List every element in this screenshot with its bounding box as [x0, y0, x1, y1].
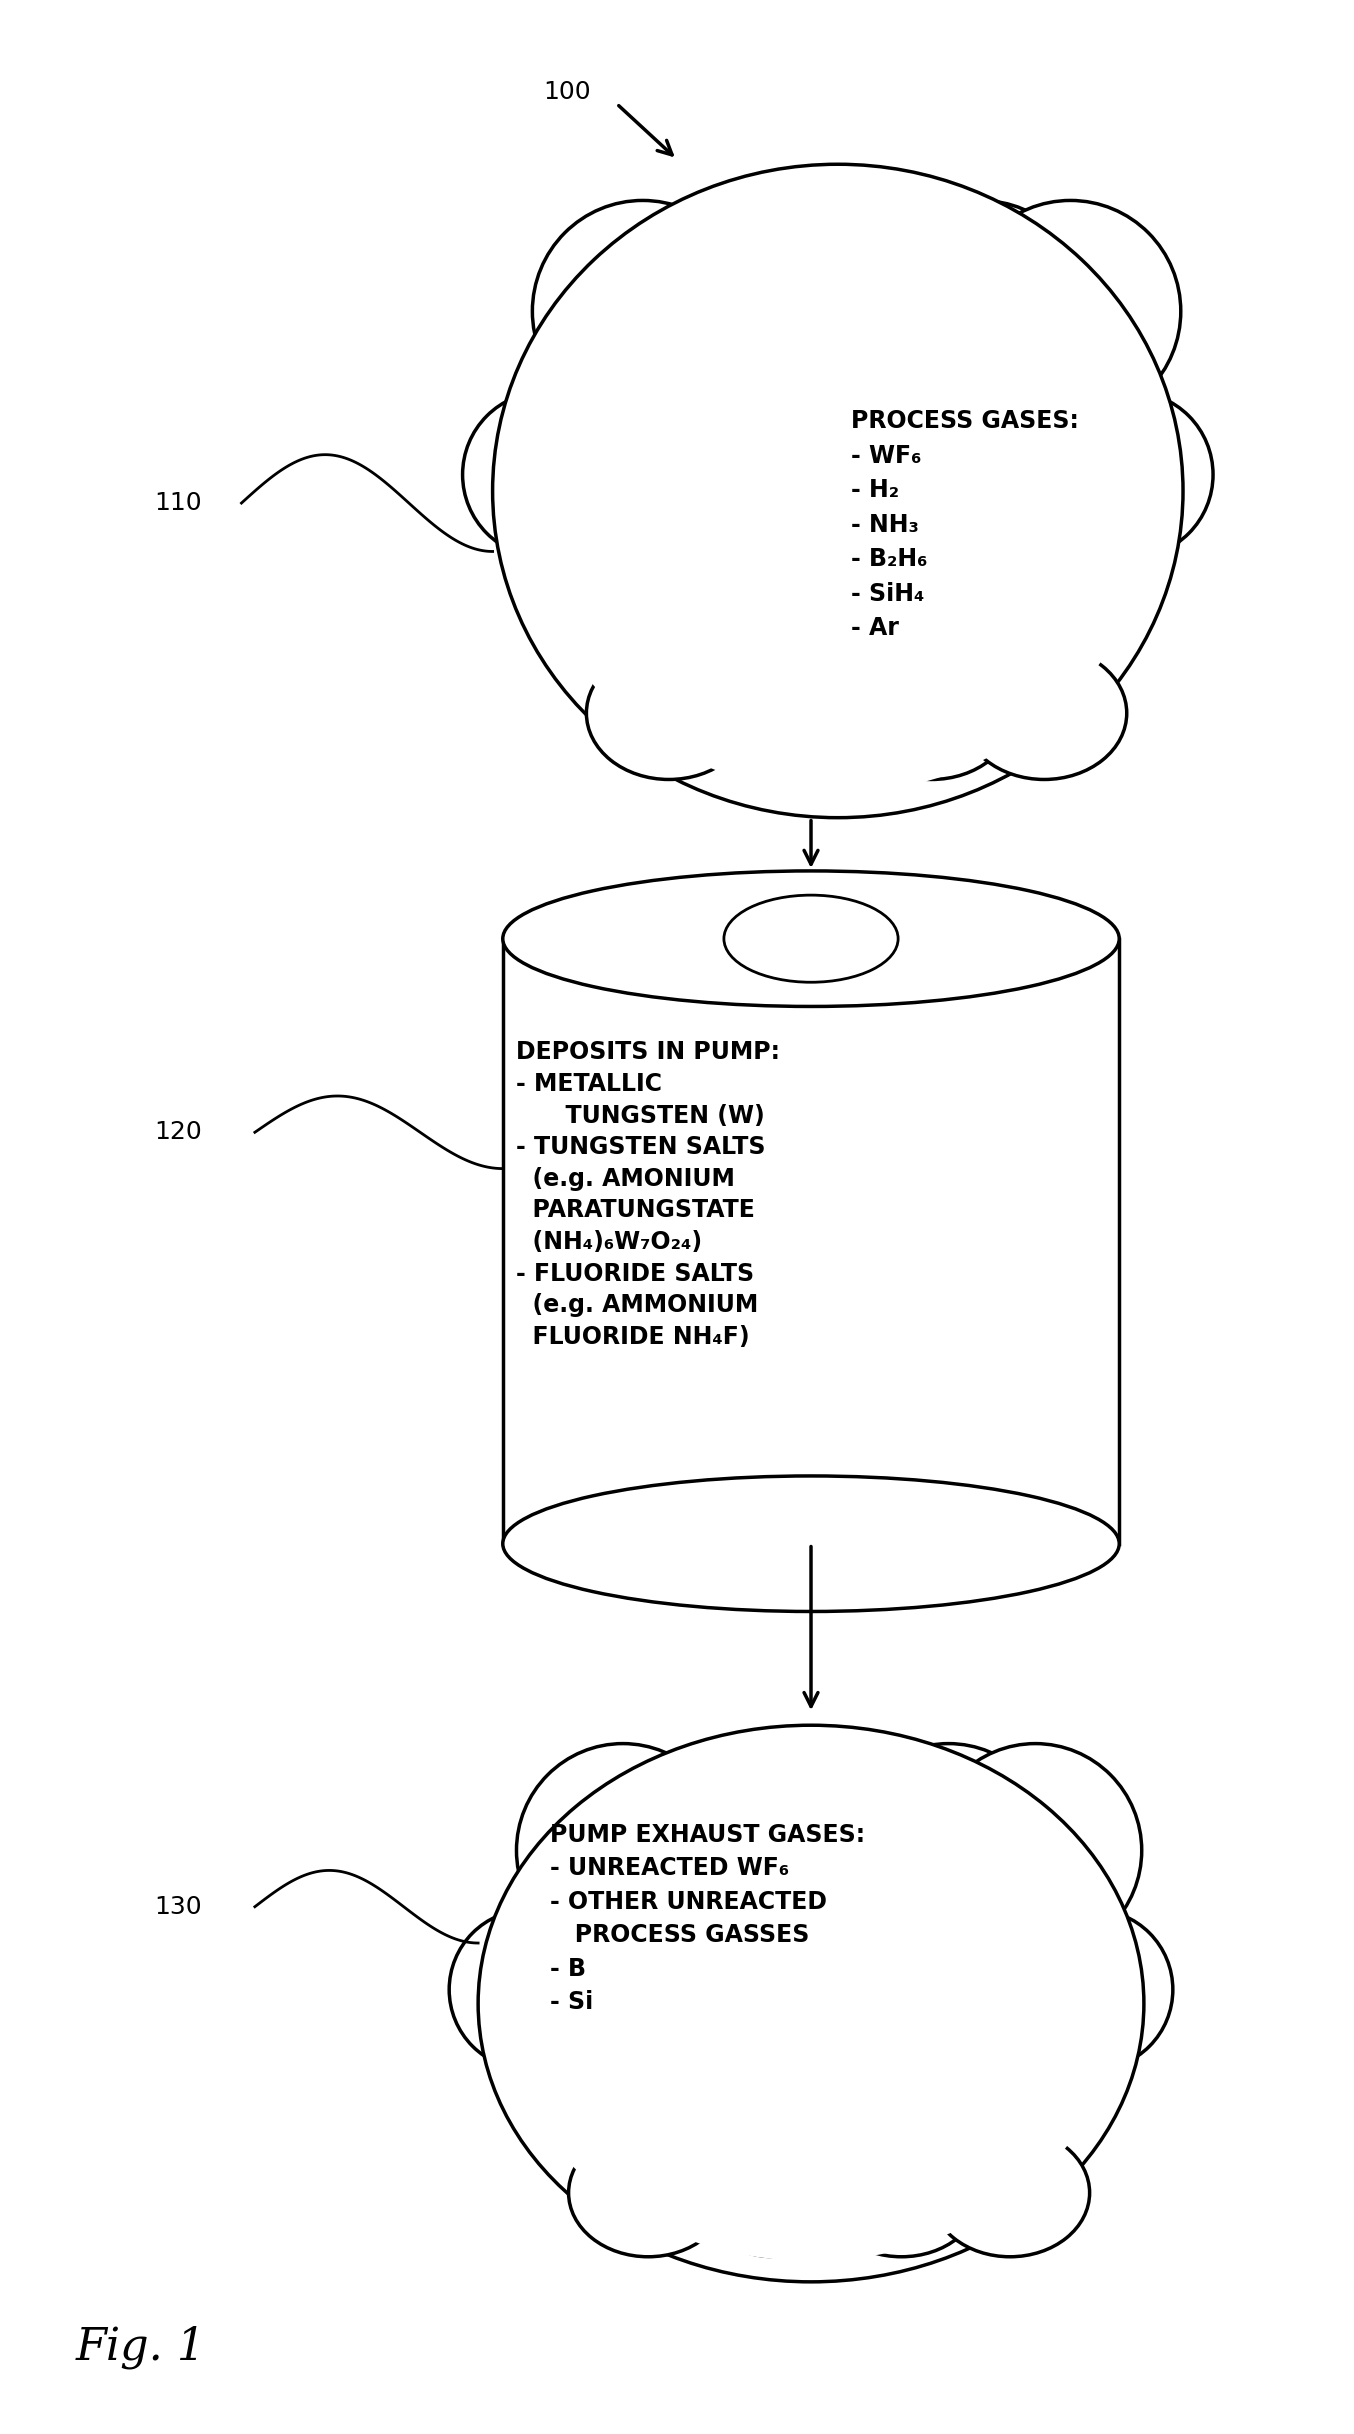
- Ellipse shape: [930, 2130, 1090, 2256]
- Ellipse shape: [929, 1743, 1141, 1957]
- Ellipse shape: [502, 1475, 1120, 1611]
- Text: 120: 120: [154, 1120, 202, 1144]
- Ellipse shape: [532, 200, 753, 421]
- Text: 100: 100: [543, 80, 590, 105]
- Text: 110: 110: [154, 492, 202, 516]
- Ellipse shape: [724, 896, 898, 983]
- Ellipse shape: [734, 1743, 946, 1957]
- Ellipse shape: [626, 1743, 838, 1957]
- Ellipse shape: [960, 200, 1181, 421]
- Ellipse shape: [718, 647, 883, 779]
- Ellipse shape: [645, 200, 865, 421]
- Ellipse shape: [478, 1726, 1144, 2281]
- Ellipse shape: [849, 647, 1014, 779]
- Ellipse shape: [757, 200, 978, 421]
- Text: 130: 130: [154, 1894, 202, 1918]
- Ellipse shape: [450, 1911, 608, 2069]
- Ellipse shape: [502, 871, 1120, 1005]
- Ellipse shape: [516, 1743, 730, 1957]
- Text: PUMP EXHAUST GASES:
- UNREACTED WF₆
- OTHER UNREACTED
   PROCESS GASSES
- B
- Si: PUMP EXHAUST GASES: - UNREACTED WF₆ - OT…: [551, 1823, 865, 2013]
- Ellipse shape: [961, 647, 1127, 779]
- Text: PROCESS GASES:
- WF₆
- H₂
- NH₃
- B₂H₆
- SiH₄
- Ar: PROCESS GASES: - WF₆ - H₂ - NH₃ - B₂H₆ -…: [852, 409, 1079, 640]
- Ellipse shape: [822, 2130, 982, 2256]
- Text: DEPOSITS IN PUMP:
- METALLIC
      TUNGSTEN (W)
- TUNGSTEN SALTS
  (e.g. AMONIUM: DEPOSITS IN PUMP: - METALLIC TUNGSTEN (W…: [516, 1039, 780, 1348]
- Ellipse shape: [519, 190, 1156, 793]
- Ellipse shape: [463, 392, 628, 557]
- Ellipse shape: [569, 2130, 728, 2256]
- Ellipse shape: [493, 163, 1183, 818]
- Ellipse shape: [842, 1743, 1055, 1957]
- Ellipse shape: [1014, 1911, 1173, 2069]
- Ellipse shape: [1048, 392, 1213, 557]
- Ellipse shape: [586, 647, 751, 779]
- Ellipse shape: [695, 2130, 854, 2256]
- Text: Fig. 1: Fig. 1: [76, 2324, 206, 2368]
- Ellipse shape: [504, 1745, 1118, 2261]
- Bar: [502, 940, 1120, 1543]
- Ellipse shape: [871, 200, 1091, 421]
